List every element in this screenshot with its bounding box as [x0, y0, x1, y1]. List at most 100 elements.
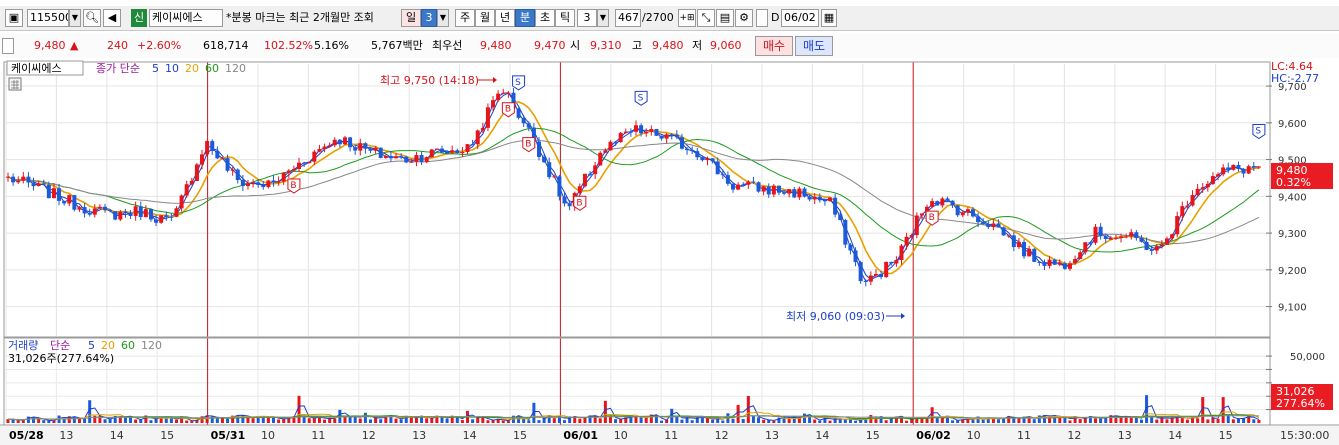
time-tick-label: 12	[362, 429, 376, 442]
chart-settings-icon[interactable]: ▣	[5, 9, 23, 27]
volume-bar	[404, 415, 408, 423]
count-input[interactable]: 467	[615, 9, 641, 27]
period-month-button[interactable]: 월	[475, 9, 495, 27]
zoom-icon[interactable]: +⊞	[678, 9, 696, 27]
volume-bar	[588, 415, 592, 423]
period-day-button[interactable]: 일	[401, 9, 421, 27]
volume-bar	[1104, 417, 1108, 423]
screen-icon[interactable]	[756, 9, 768, 27]
volume-bar	[864, 419, 868, 423]
volume-bar	[180, 416, 184, 423]
ma-legend-prefix: 종가 단순	[96, 62, 140, 75]
volume-bar	[792, 416, 796, 423]
candle-body	[501, 92, 506, 94]
volume-bar	[1170, 417, 1174, 423]
volume-bar	[757, 417, 761, 423]
quote-settings-icon[interactable]	[2, 38, 14, 54]
candle-body	[884, 261, 889, 278]
candle-body	[353, 147, 358, 151]
volume-bar	[1048, 416, 1052, 423]
candle-body	[720, 174, 725, 176]
candle-body	[659, 135, 664, 139]
stock-name-field[interactable]: 케이씨에스	[149, 9, 223, 27]
calendar-icon[interactable]: ▦	[821, 9, 837, 27]
volume-bar	[1119, 416, 1123, 423]
volume-bar	[144, 415, 148, 423]
volume-bar	[1221, 397, 1225, 423]
volume-bar	[215, 417, 219, 423]
candle-body	[51, 188, 56, 199]
stock-code-input[interactable]: 115500	[27, 9, 69, 27]
candle-body	[57, 188, 62, 201]
period-minute-button[interactable]: 분	[515, 9, 535, 27]
volume-legend-prefix: 단순	[50, 339, 70, 352]
candle-body	[833, 197, 838, 215]
stock-code-dropdown[interactable]: ▼	[69, 9, 81, 27]
price-tick-label: 9,700	[1278, 82, 1307, 93]
search-icon[interactable]: 🔍︎	[83, 9, 101, 27]
period-tick-button[interactable]: 틱	[555, 9, 575, 27]
volume-bar	[976, 416, 980, 423]
sell-button[interactable]: 매도	[795, 36, 833, 56]
volume-bar	[532, 402, 536, 423]
candle-body	[1149, 249, 1154, 251]
volume-bar	[1139, 419, 1143, 423]
interval-input[interactable]: 3	[577, 9, 597, 27]
price-tick-label: 9,500	[1278, 156, 1307, 167]
volume-bar	[77, 418, 81, 423]
volume-bar	[547, 415, 551, 423]
candle-body	[394, 156, 399, 159]
volume-bar	[879, 416, 883, 423]
period-second-button[interactable]: 초	[535, 9, 555, 27]
interval-dropdown[interactable]: ▼	[597, 9, 609, 27]
volume-bar	[1191, 416, 1195, 423]
volume-bar	[389, 415, 393, 423]
date-input[interactable]: 06/02	[781, 9, 819, 27]
candle-body	[828, 197, 833, 201]
buy-button[interactable]: 매수	[755, 36, 793, 56]
volume-bar	[935, 418, 939, 423]
volume-bar	[37, 418, 41, 423]
candle-body	[1047, 259, 1052, 266]
volume-bar	[818, 420, 822, 423]
stock-chart[interactable]: S B B B B S B S 케이씨에스 종가 단순 5 10 20 60 120 최고 9,750…	[0, 58, 1339, 445]
period-day-value[interactable]: 3	[421, 9, 437, 27]
period-week-button[interactable]: 주	[455, 9, 475, 27]
volume-bar	[501, 420, 505, 423]
volume-bar	[680, 419, 684, 423]
period-day-dropdown[interactable]: ▼	[437, 9, 449, 27]
time-tick-label: 15	[1219, 429, 1233, 442]
time-tick-label: 10	[614, 429, 628, 442]
candle-body	[174, 208, 179, 217]
candle-body	[1205, 183, 1210, 188]
candle-body	[327, 145, 332, 147]
volume-bar	[568, 416, 572, 423]
candle-body	[613, 141, 618, 143]
volume-bar	[134, 419, 138, 423]
sound-icon[interactable]: ◀	[103, 9, 121, 27]
volume-bar	[236, 415, 240, 423]
volume-bar	[103, 419, 107, 423]
candle-body	[736, 184, 741, 190]
draw-line-icon[interactable]: ⤡	[697, 9, 715, 27]
candle-body	[654, 129, 659, 136]
data-table-icon[interactable]	[8, 77, 22, 91]
candle-body	[1098, 226, 1103, 237]
candle-body	[475, 130, 480, 145]
volume-bar	[751, 415, 755, 423]
candle-body	[976, 216, 981, 223]
candle-body	[465, 144, 470, 153]
volume-bar	[1175, 417, 1179, 423]
candle-body	[439, 148, 444, 153]
gear-icon[interactable]: ⚙	[735, 9, 753, 27]
candle-body	[26, 176, 31, 183]
volume-bar	[1017, 418, 1021, 423]
candle-body	[419, 155, 424, 163]
candle-body	[853, 250, 858, 263]
hc-label: HC:-2.77	[1271, 72, 1319, 85]
period-year-button[interactable]: 년	[495, 9, 515, 27]
time-tick-label: 10	[967, 429, 981, 442]
ma-line-120	[7, 139, 1260, 244]
low-annotation: 최저 9,060 (09:03)	[786, 310, 885, 323]
save-icon[interactable]: ▤	[716, 9, 734, 27]
